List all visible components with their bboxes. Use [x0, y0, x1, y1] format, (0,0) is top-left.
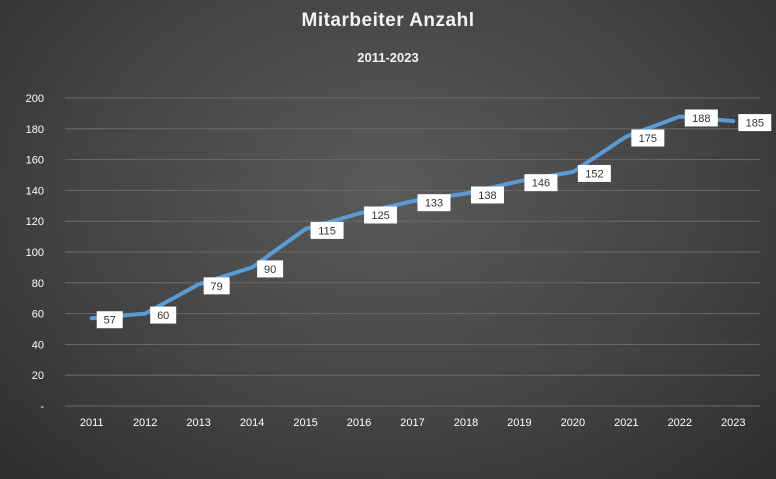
data-label-box	[470, 186, 504, 204]
x-tick-label: 2020	[561, 417, 585, 429]
y-tick-label: -	[40, 401, 44, 413]
data-label-box	[417, 194, 451, 212]
chart-subtitle: 2011-2023	[357, 50, 419, 65]
chart-title: Mitarbeiter Anzahl	[301, 10, 475, 31]
x-tick-label: 2018	[454, 417, 478, 429]
data-label-box	[684, 109, 718, 127]
data-label-box	[738, 114, 772, 132]
data-label: 90	[257, 260, 284, 278]
y-tick-label: 120	[26, 216, 44, 228]
y-tick-label: 160	[26, 155, 44, 167]
data-label-box	[203, 277, 230, 295]
data-label-text: 133	[425, 198, 443, 210]
data-label: 57	[96, 311, 123, 329]
y-tick-label: 100	[26, 247, 44, 259]
data-label-text: 146	[532, 178, 550, 190]
x-tick-label: 2014	[240, 417, 264, 429]
data-label-box	[257, 260, 284, 278]
y-tick-label: 200	[26, 93, 44, 105]
data-label-text: 57	[104, 315, 116, 327]
data-label-box	[524, 174, 558, 192]
y-tick-label: 140	[26, 185, 44, 197]
data-label-box	[631, 129, 665, 147]
series-line	[89, 114, 736, 321]
data-label: 185	[738, 114, 772, 132]
data-label-text: 138	[478, 190, 496, 202]
x-tick-label: 2013	[186, 417, 210, 429]
data-label-box	[364, 206, 398, 224]
data-label-text: 125	[371, 210, 389, 222]
x-tick-label: 2022	[668, 417, 692, 429]
x-tick-label: 2017	[400, 417, 424, 429]
data-label: 188	[684, 109, 718, 127]
y-tick-label: 20	[32, 370, 44, 382]
data-label: 60	[150, 306, 177, 324]
data-label: 152	[577, 164, 611, 182]
data-label-box	[310, 221, 344, 239]
data-label: 79	[203, 277, 230, 295]
y-tick-label: 40	[32, 339, 44, 351]
data-label-text: 60	[157, 310, 169, 322]
data-label-text: 185	[746, 118, 764, 130]
data-label-text: 79	[211, 281, 223, 293]
data-label-box	[150, 306, 177, 324]
x-tick-label: 2011	[80, 417, 104, 429]
data-label: 146	[524, 174, 558, 192]
y-tick-label: 60	[32, 309, 44, 321]
y-tick-label: 180	[26, 124, 44, 136]
data-label-text: 115	[318, 225, 336, 237]
x-tick-label: 2023	[721, 417, 745, 429]
data-label-box	[96, 311, 123, 329]
data-label: 133	[417, 194, 451, 212]
data-label-box	[577, 164, 611, 182]
data-label-text: 175	[639, 133, 657, 145]
data-label-text: 188	[692, 113, 710, 125]
x-tick-label: 2012	[133, 417, 157, 429]
y-tick-label: 80	[32, 278, 44, 290]
x-tick-label: 2019	[507, 417, 531, 429]
x-tick-label: 2016	[347, 417, 371, 429]
x-tick-label: 2015	[293, 417, 317, 429]
data-label: 138	[470, 186, 504, 204]
data-label: 125	[364, 206, 398, 224]
data-label: 175	[631, 129, 665, 147]
x-tick-label: 2021	[614, 417, 638, 429]
data-label: 115	[310, 221, 344, 239]
data-label-text: 152	[585, 168, 603, 180]
data-label-text: 90	[264, 264, 276, 276]
